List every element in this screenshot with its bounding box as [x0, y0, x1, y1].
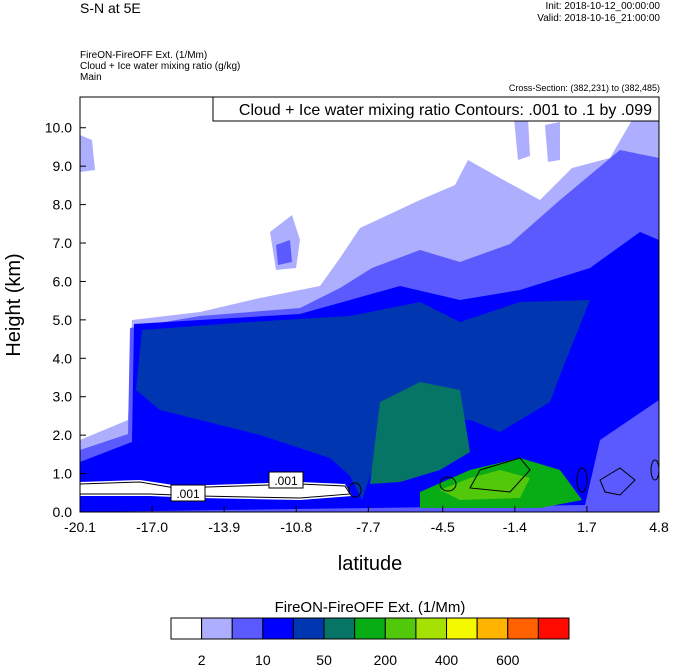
- fill-blob: [545, 122, 560, 162]
- x-tick-label: -17.0: [136, 519, 168, 535]
- fill-level-teal: [370, 382, 470, 484]
- colorbar-box: [262, 617, 294, 640]
- colorbar-label: 600: [496, 652, 520, 668]
- fill-blob: [80, 135, 95, 172]
- x-axis: -20.1 -17.0 -13.9 -10.8 -7.7 -4.5 -1.4 1.7 4.8: [64, 506, 669, 535]
- fill-level-dark-blue: [136, 300, 590, 500]
- colorbar-box: [507, 617, 539, 640]
- field-label-2: Cloud + Ice water mixing ratio (g/kg): [80, 61, 241, 72]
- field-label-1: FireON-FireOFF Ext. (1/Mm): [80, 50, 208, 61]
- field-label-3: Main: [80, 72, 102, 83]
- y-tick-label: 10.0: [45, 120, 72, 136]
- plot-title: S-N at 5E: [80, 0, 141, 16]
- colorbar-box: [231, 617, 264, 640]
- init-time: Init: 2018-10-12_00:00:00: [545, 1, 660, 12]
- colorbar-box: [354, 617, 386, 640]
- y-tick-label: 6.0: [53, 273, 73, 289]
- x-tick-label: 4.8: [649, 519, 669, 535]
- y-tick-label: 4.0: [53, 350, 73, 366]
- fill-blob: [514, 118, 530, 160]
- colorbar-box: [415, 617, 448, 640]
- colorbar-label: 10: [255, 652, 271, 668]
- colorbar-box: [201, 617, 233, 640]
- x-tick-label: -1.4: [503, 519, 527, 535]
- y-axis: 0.0 1.0 2.0 3.0 4.0 5.0 6.0 7.0 8.0 9.0 10.0: [45, 120, 86, 520]
- colorbar-label: 400: [435, 652, 459, 668]
- colorbar-box: [170, 617, 203, 640]
- colorbar-box: [537, 617, 570, 640]
- x-tick-label: -7.7: [356, 519, 380, 535]
- contour-lines: [80, 457, 659, 499]
- y-tick-label: 0.0: [53, 504, 73, 520]
- contour-label-box: [170, 484, 206, 502]
- y-axis-label: Height (km): [3, 253, 25, 356]
- colorbar: 2 10 50 200 400 600: [170, 617, 570, 668]
- y-tick-label: 8.0: [53, 197, 73, 213]
- cross-section-label: Cross-Section: (382,231) to (382,485): [508, 83, 660, 93]
- y-tick-label: 9.0: [53, 158, 73, 174]
- contour-label: .001: [176, 487, 200, 501]
- colorbar-box: [323, 617, 356, 640]
- contour-fill: .001 .001: [80, 97, 659, 512]
- fill-blob: [276, 240, 292, 265]
- colorbar-label: 2: [198, 652, 206, 668]
- colorbar-box: [476, 617, 509, 640]
- valid-time: Valid: 2018-10-16_21:00:00: [537, 13, 660, 24]
- contour-label-box: [268, 471, 304, 489]
- y-tick-label: 5.0: [53, 312, 73, 328]
- x-tick-label: 1.7: [577, 519, 597, 535]
- colorbar-box: [292, 617, 325, 640]
- x-tick-label: -10.8: [280, 519, 312, 535]
- x-tick-label: -13.9: [208, 519, 240, 535]
- colorbar-title: FireON-FireOFF Ext. (1/Mm): [275, 599, 466, 616]
- contour-label: .001: [274, 474, 298, 488]
- contour-info: Cloud + Ice water mixing ratio Contours:…: [239, 102, 652, 119]
- y-tick-label: 3.0: [53, 389, 73, 405]
- x-tick-label: -4.5: [431, 519, 455, 535]
- contour-info-box: [212, 96, 660, 122]
- colorbar-label: 50: [316, 652, 332, 668]
- colorbar-box: [446, 617, 478, 640]
- fill-level-light-green: [440, 470, 530, 500]
- x-axis-label: latitude: [338, 553, 403, 575]
- colorbar-box: [384, 617, 417, 640]
- y-tick-label: 2.0: [53, 427, 73, 443]
- colorbar-label: 200: [374, 652, 398, 668]
- y-tick-label: 7.0: [53, 235, 73, 251]
- x-tick-label: -20.1: [64, 519, 96, 535]
- y-tick-label: 1.0: [53, 466, 73, 482]
